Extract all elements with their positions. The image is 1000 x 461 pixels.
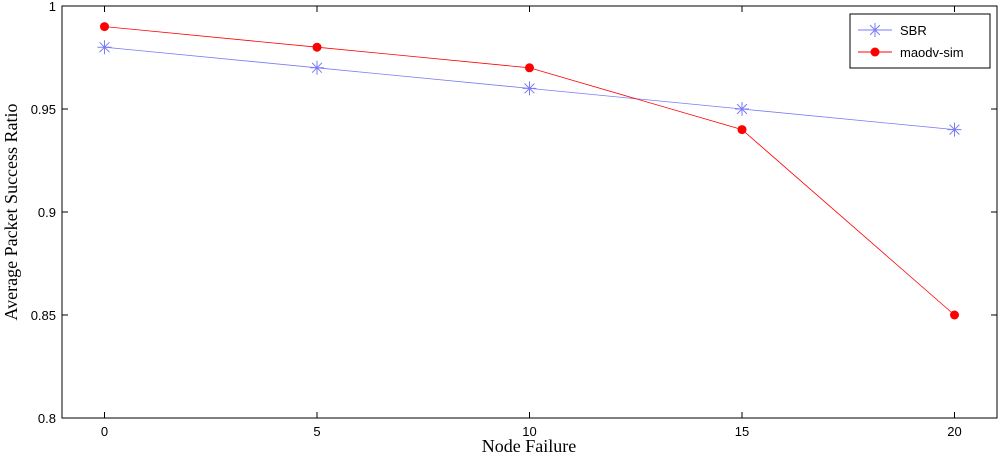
y-tick-label: 0.8: [38, 411, 56, 426]
x-tick-label: 0: [101, 424, 108, 439]
legend-marker: [870, 47, 880, 57]
marker: [737, 125, 747, 135]
x-tick-label: 15: [735, 424, 749, 439]
y-axis-label: Average Packet Success Ratio: [1, 103, 21, 320]
marker: [97, 40, 112, 55]
marker: [100, 22, 109, 32]
y-tick-label: 0.95: [31, 102, 56, 117]
y-tick-label: 0.9: [38, 205, 56, 220]
legend: SBR maodv-sim: [849, 13, 991, 69]
legend-marker: [868, 23, 882, 37]
marker: [735, 102, 749, 116]
legend-box: [849, 13, 991, 69]
x-tick-label: 20: [947, 424, 961, 439]
marker: [947, 122, 962, 137]
marker: [312, 42, 322, 52]
marker: [950, 310, 959, 320]
marker: [522, 81, 537, 96]
y-tick-label: 1: [49, 0, 56, 14]
x-axis-label: Node Failure: [482, 436, 576, 456]
x-tick-label: 10: [522, 424, 536, 439]
marker: [525, 63, 534, 73]
marker: [310, 60, 324, 75]
legend-label: maodv-sim: [900, 45, 964, 60]
y-tick-label: 0.85: [31, 308, 56, 323]
x-tick-label: 5: [313, 424, 320, 439]
legend-label: SBR: [900, 23, 927, 38]
